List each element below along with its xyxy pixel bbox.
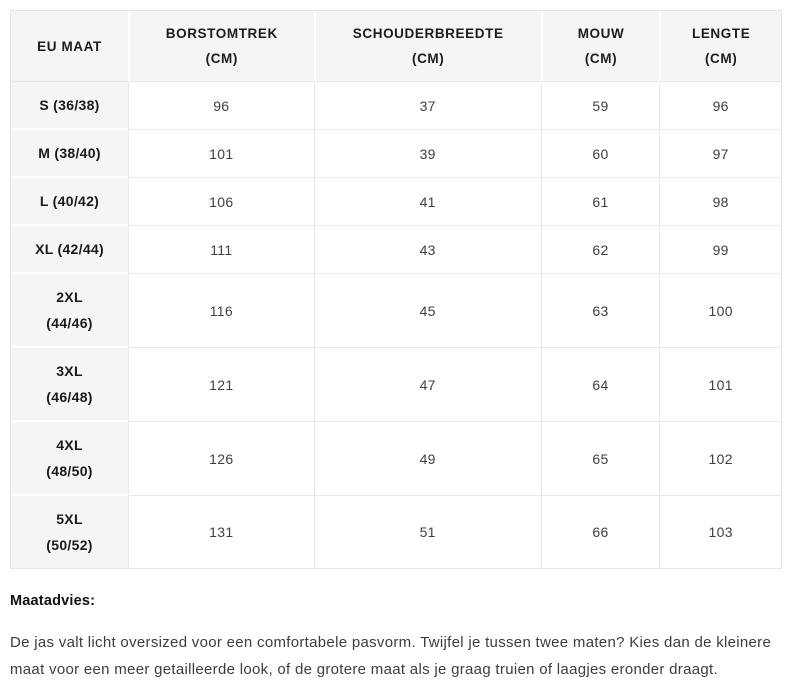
size-label-text: M (38/40) [38, 145, 101, 161]
cell-mouw: 65 [540, 422, 660, 496]
cell-borstomtrek: 106 [128, 178, 314, 226]
table-row-5xl: 5XL (50/52) 131 51 66 103 [11, 496, 781, 568]
size-label-text: 4XL [56, 437, 83, 453]
cell-mouw: 63 [540, 274, 660, 348]
cell-borstomtrek: 121 [128, 348, 314, 422]
table-row-4xl: 4XL (48/50) 126 49 65 102 [11, 422, 781, 496]
cell-schouderbreedte: 41 [313, 178, 541, 226]
table-row-xl: XL (42/44) 111 43 62 99 [11, 226, 781, 274]
cell-borstomtrek: 96 [128, 82, 314, 130]
advice-heading: Maatadvies: [10, 593, 96, 609]
table-row-m: M (38/40) 101 39 60 97 [11, 130, 781, 178]
size-label: M (38/40) [11, 130, 129, 178]
header-label: LENGTE [691, 26, 751, 41]
size-table-header: EU MAAT BORSTOMTREK (CM) SCHOUDERBREEDTE… [11, 11, 781, 82]
size-label-text: XL (42/44) [35, 241, 104, 257]
cell-schouderbreedte: 43 [313, 226, 541, 274]
cell-schouderbreedte: 45 [313, 274, 541, 348]
table-row-s: S (36/38) 96 37 59 96 [11, 82, 781, 130]
table-row-3xl: 3XL (46/48) 121 47 64 101 [11, 348, 781, 422]
cell-lengte: 102 [659, 422, 781, 496]
size-label: 2XL (44/46) [11, 274, 129, 348]
size-table: EU MAAT BORSTOMTREK (CM) SCHOUDERBREEDTE… [10, 10, 782, 569]
size-label-text2: (46/48) [46, 389, 93, 405]
header-schouderbreedte: SCHOUDERBREEDTE (CM) [313, 11, 541, 82]
header-label: MOUW [577, 26, 625, 41]
size-label: L (40/42) [11, 178, 129, 226]
cell-lengte: 96 [659, 82, 781, 130]
header-unit: (CM) [205, 51, 238, 66]
size-label-text: 3XL [56, 363, 83, 379]
header-mouw: MOUW (CM) [540, 11, 660, 82]
cell-schouderbreedte: 49 [313, 422, 541, 496]
size-label-text2: (50/52) [46, 537, 93, 553]
cell-mouw: 66 [540, 496, 660, 568]
cell-mouw: 59 [540, 82, 660, 130]
cell-schouderbreedte: 47 [313, 348, 541, 422]
header-label: SCHOUDERBREEDTE [352, 26, 504, 41]
cell-lengte: 103 [659, 496, 781, 568]
header-unit: (CM) [411, 51, 445, 66]
cell-lengte: 99 [659, 226, 781, 274]
cell-mouw: 61 [540, 178, 660, 226]
cell-schouderbreedte: 39 [313, 130, 541, 178]
header-lengte: LENGTE (CM) [659, 11, 781, 82]
cell-borstomtrek: 116 [128, 274, 314, 348]
cell-borstomtrek: 131 [128, 496, 314, 568]
size-label-text2: (48/50) [46, 463, 93, 479]
header-unit: (CM) [584, 51, 618, 66]
size-label: 3XL (46/48) [11, 348, 129, 422]
cell-borstomtrek: 111 [128, 226, 314, 274]
size-label: 4XL (48/50) [11, 422, 129, 496]
header-row: EU MAAT BORSTOMTREK (CM) SCHOUDERBREEDTE… [11, 11, 781, 82]
cell-borstomtrek: 101 [128, 130, 314, 178]
size-label: S (36/38) [11, 82, 129, 130]
size-label-text: L (40/42) [39, 193, 100, 209]
cell-lengte: 98 [659, 178, 781, 226]
cell-lengte: 97 [659, 130, 781, 178]
header-label: BORSTOMTREK [165, 26, 278, 41]
header-unit: (CM) [704, 51, 738, 66]
advice-text: De jas valt licht oversized voor een com… [10, 634, 772, 678]
cell-schouderbreedte: 51 [313, 496, 541, 568]
cell-mouw: 62 [540, 226, 660, 274]
size-label-text: 2XL [56, 289, 83, 305]
cell-borstomtrek: 126 [128, 422, 314, 496]
size-table-body: S (36/38) 96 37 59 96 M (38/40) 101 39 6… [11, 82, 781, 568]
size-label-text: S (36/38) [39, 97, 100, 113]
header-borstomtrek: BORSTOMTREK (CM) [128, 11, 314, 82]
cell-schouderbreedte: 37 [313, 82, 541, 130]
size-label-text2: (44/46) [46, 315, 93, 331]
table-row-2xl: 2XL (44/46) 116 45 63 100 [11, 274, 781, 348]
cell-mouw: 64 [540, 348, 660, 422]
size-label: XL (42/44) [11, 226, 129, 274]
table-row-l: L (40/42) 106 41 61 98 [11, 178, 781, 226]
cell-mouw: 60 [540, 130, 660, 178]
cell-lengte: 101 [659, 348, 781, 422]
header-eu-maat: EU MAAT [11, 11, 129, 82]
size-label-text: 5XL [56, 511, 83, 527]
size-label: 5XL (50/52) [11, 496, 129, 568]
header-label: EU MAAT [37, 38, 102, 54]
cell-lengte: 100 [659, 274, 781, 348]
